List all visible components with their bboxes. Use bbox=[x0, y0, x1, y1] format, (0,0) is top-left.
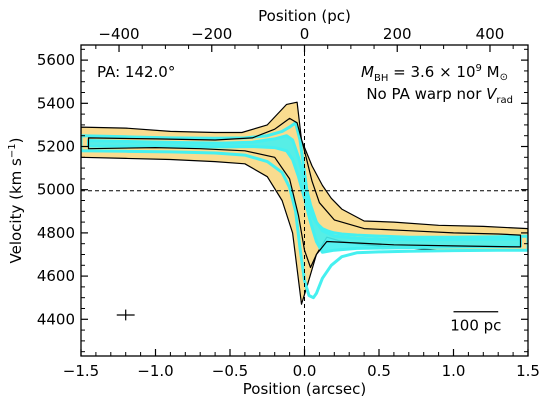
y-tick-label: 5200 bbox=[37, 138, 75, 156]
black-hole-mass-label: MBH = 3.6 × 109 M⊙ bbox=[361, 63, 508, 84]
y-tick-label: 4400 bbox=[37, 310, 75, 328]
x-tick-label-bottom: −1.5 bbox=[63, 362, 99, 380]
y-tick-label: 5600 bbox=[37, 51, 75, 69]
series-model-outer bbox=[81, 121, 528, 300]
x-axis-label-bottom: Position (arcsec) bbox=[243, 380, 366, 398]
x-tick-label-bottom: 1.5 bbox=[516, 362, 540, 380]
position-angle-label: PA: 142.0° bbox=[97, 63, 175, 81]
x-tick-label-bottom: 0.0 bbox=[293, 362, 317, 380]
series-data-inner-contour bbox=[87, 117, 522, 269]
y-tick-label: 5400 bbox=[37, 94, 75, 112]
axis-ticks: −1.5 −1.0 −0.5 0.0 0.5 1.0 1.5 −400 −200 0 200 400 4… bbox=[37, 25, 540, 380]
x-tick-label-top: −400 bbox=[98, 25, 139, 43]
x-axis-label-top: Position (pc) bbox=[258, 7, 351, 25]
y-axis-label: Velocity (km s−1) bbox=[7, 138, 25, 264]
x-tick-label-top: −200 bbox=[191, 25, 232, 43]
x-tick-label-bottom: −0.5 bbox=[212, 362, 248, 380]
x-tick-label-bottom: −1.0 bbox=[137, 362, 173, 380]
y-tick-label: 5000 bbox=[37, 181, 75, 199]
x-tick-label-top: 0 bbox=[300, 25, 310, 43]
x-tick-label-bottom: 1.0 bbox=[442, 362, 466, 380]
scale-bar-label: 100 pc bbox=[450, 317, 501, 335]
reference-lines bbox=[81, 45, 528, 356]
y-tick-label: 4800 bbox=[37, 224, 75, 242]
error-bar bbox=[116, 309, 135, 321]
y-tick-label: 4600 bbox=[37, 267, 75, 285]
x-tick-label-top: 200 bbox=[383, 25, 412, 43]
model-description-label: No PA warp nor Vrad bbox=[366, 85, 513, 106]
x-tick-label-bottom: 0.5 bbox=[367, 362, 391, 380]
x-tick-label-top: 400 bbox=[476, 25, 505, 43]
